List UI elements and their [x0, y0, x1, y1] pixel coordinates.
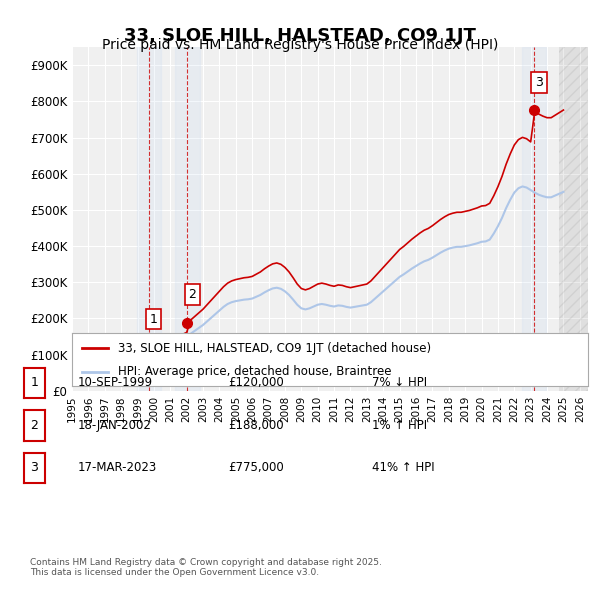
Text: 33, SLOE HILL, HALSTEAD, CO9 1JT: 33, SLOE HILL, HALSTEAD, CO9 1JT — [124, 27, 476, 45]
Text: 2: 2 — [188, 288, 196, 301]
Bar — [522, 47, 547, 391]
Text: 1: 1 — [150, 313, 158, 326]
Text: HPI: Average price, detached house, Braintree: HPI: Average price, detached house, Brai… — [118, 365, 392, 378]
Text: 1: 1 — [31, 376, 38, 389]
Text: 1% ↑ HPI: 1% ↑ HPI — [372, 419, 427, 432]
Text: £775,000: £775,000 — [228, 461, 284, 474]
Text: £120,000: £120,000 — [228, 376, 284, 389]
Text: 3: 3 — [31, 461, 38, 474]
Text: 17-MAR-2023: 17-MAR-2023 — [78, 461, 157, 474]
Text: 10-SEP-1999: 10-SEP-1999 — [78, 376, 153, 389]
Bar — [137, 47, 161, 391]
Text: Contains HM Land Registry data © Crown copyright and database right 2025.
This d: Contains HM Land Registry data © Crown c… — [30, 558, 382, 577]
Bar — [175, 47, 200, 391]
Text: 33, SLOE HILL, HALSTEAD, CO9 1JT (detached house): 33, SLOE HILL, HALSTEAD, CO9 1JT (detach… — [118, 342, 431, 355]
Text: 2: 2 — [31, 419, 38, 432]
Text: Price paid vs. HM Land Registry's House Price Index (HPI): Price paid vs. HM Land Registry's House … — [102, 38, 498, 53]
Text: 41% ↑ HPI: 41% ↑ HPI — [372, 461, 434, 474]
Text: 3: 3 — [535, 76, 543, 88]
Text: 7% ↓ HPI: 7% ↓ HPI — [372, 376, 427, 389]
Text: 18-JAN-2002: 18-JAN-2002 — [78, 419, 152, 432]
Text: £188,000: £188,000 — [228, 419, 284, 432]
Bar — [559, 47, 588, 391]
